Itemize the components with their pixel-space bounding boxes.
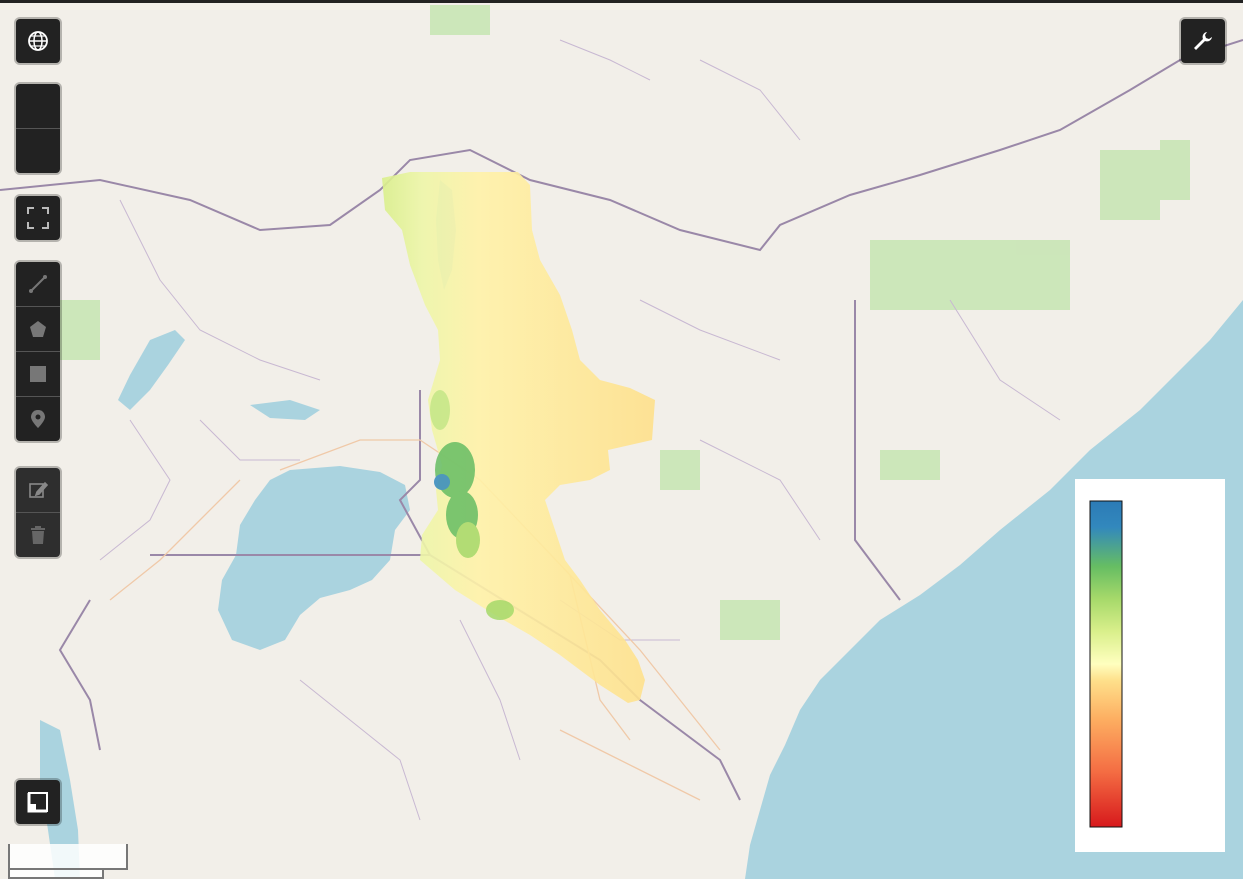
top-border xyxy=(0,0,1243,3)
colorbar-legend xyxy=(1075,479,1225,852)
fullscreen-control[interactable] xyxy=(16,196,60,240)
wet-anomaly-patches xyxy=(430,390,514,620)
zoom-in-button[interactable] xyxy=(16,84,60,128)
zoom-out-button[interactable] xyxy=(16,128,60,173)
colorbar-gradient xyxy=(1089,500,1123,828)
draw-marker-icon[interactable] xyxy=(16,396,60,441)
draw-toolbar[interactable] xyxy=(16,262,60,441)
basemap-control[interactable] xyxy=(16,19,60,63)
fullscreen-icon[interactable] xyxy=(16,196,60,240)
edit-toolbar[interactable] xyxy=(16,468,60,557)
edit-layers-icon[interactable] xyxy=(16,468,60,512)
draw-polygon-icon[interactable] xyxy=(16,306,60,351)
zoom-control[interactable] xyxy=(16,84,60,173)
scale-bar-mi xyxy=(8,870,104,879)
globe-icon[interactable] xyxy=(16,19,60,63)
precipitation-anomaly-layer[interactable] xyxy=(382,172,655,703)
lake-kyoga xyxy=(250,400,320,420)
scale-bar-km xyxy=(8,844,128,870)
layers-icon[interactable] xyxy=(16,780,60,824)
lake-victoria xyxy=(218,466,410,650)
draw-polyline-icon[interactable] xyxy=(16,262,60,306)
lake-tanganyika xyxy=(40,720,80,879)
settings-control[interactable] xyxy=(1181,19,1225,63)
delete-layers-icon[interactable] xyxy=(16,512,60,557)
draw-rectangle-icon[interactable] xyxy=(16,351,60,396)
lake-albert xyxy=(118,330,185,410)
roads xyxy=(109,439,721,801)
layer-toggle-control[interactable] xyxy=(16,780,60,824)
wrench-icon[interactable] xyxy=(1181,19,1225,63)
protected-areas xyxy=(60,5,1190,640)
